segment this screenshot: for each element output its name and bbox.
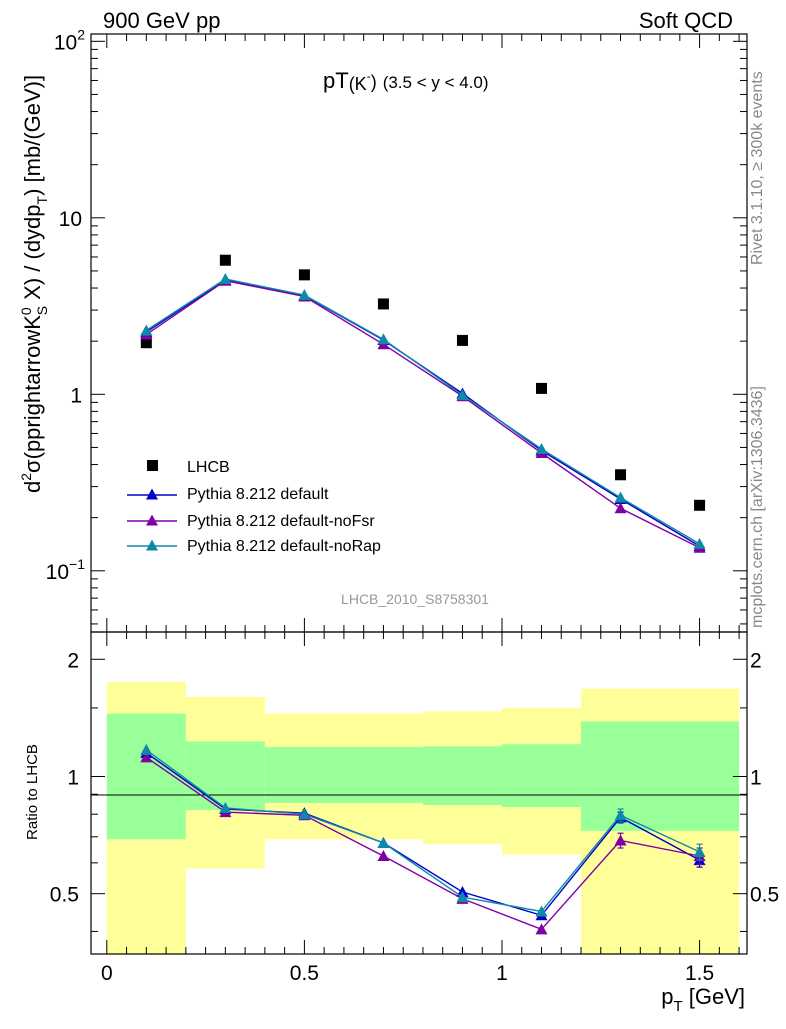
ratio-point-noRap <box>614 809 627 821</box>
analysis-watermark: LHCB_2010_S8758301 <box>341 591 489 607</box>
main-y-tick-label: 10 <box>59 208 82 231</box>
ratio-y-tick-label-right: 0.5 <box>750 884 779 907</box>
header-right: Soft QCD <box>639 8 733 33</box>
data-point-data <box>456 334 468 346</box>
ratio-y-tick-label-right: 2 <box>750 649 762 672</box>
ratio-point-noRap <box>456 891 469 903</box>
ratio-band-inner <box>581 721 740 831</box>
main-axes: 102 10 1 10−1 <box>46 26 747 632</box>
ratio-y-axis-label: Ratio to LHCB <box>24 744 41 840</box>
mc-point-noRap <box>219 273 232 285</box>
legend-marker-norap <box>146 539 158 551</box>
data-point-data <box>140 337 152 349</box>
data-point-data <box>694 499 706 511</box>
mc-point-noRap <box>140 324 153 336</box>
ratio-band-inner <box>106 713 186 840</box>
ratio-band-inner <box>185 741 265 811</box>
ratio-point-noFsr <box>535 923 548 935</box>
mc-point-noRap <box>377 333 390 345</box>
x-tick-label: 0.5 <box>290 962 319 985</box>
series-line-noFsr <box>145 279 700 549</box>
mc-point-noFsr <box>614 502 627 514</box>
main-y-tick-label: 102 <box>54 26 85 54</box>
legend-label-nofsr: Pythia 8.212 default-noFsr <box>187 513 375 530</box>
legend-label-norap: Pythia 8.212 default-noRap <box>187 538 381 555</box>
mc-point-noRap <box>298 289 311 301</box>
mc-point-noRap <box>693 537 706 549</box>
data-point-data <box>536 382 548 394</box>
mc-point-noRap <box>535 442 548 454</box>
x-tick-label: 1.5 <box>685 962 714 985</box>
legend-marker-lhcb <box>147 460 158 471</box>
ratio-data-layer <box>140 743 706 935</box>
ratio-line-noRap <box>145 749 700 913</box>
data-point-data <box>298 269 310 281</box>
ratio-point-noFsr <box>140 751 153 763</box>
x-tick-label: 0 <box>101 962 113 985</box>
ratio-y-tick-label-right: 1 <box>750 766 762 789</box>
header-left: 900 GeV pp <box>103 8 220 33</box>
ratio-axes: 2 2 1 1 0.5 0.5 0 0.5 1 1.5 <box>50 632 779 985</box>
ratio-uncertainty-bands <box>106 681 740 954</box>
ratio-point-noRap <box>219 801 232 813</box>
main-y-axis-label: d2σ(pprightarrowK0S X) / (dydpT) [mb/(Ge… <box>18 75 50 493</box>
legend-label-lhcb: LHCB <box>187 459 230 476</box>
main-panel: 102 10 1 10−1 pT(K-) (3.5 < y < 4.0) LHCB_20… <box>18 26 748 633</box>
mcplots-label: mcplots.cern.ch [arXiv:1306.3436] <box>749 386 766 628</box>
legend-label-default: Pythia 8.212 default <box>187 486 329 503</box>
ratio-y-tick-label-left: 0.5 <box>50 884 79 907</box>
main-y-tick-label: 1 <box>70 384 82 407</box>
ratio-frame <box>90 631 748 955</box>
main-data-layer <box>140 254 706 553</box>
plot-title: pT(K-) (3.5 < y < 4.0) <box>323 68 489 94</box>
ratio-band-inner <box>264 747 423 803</box>
ratio-point-noRap <box>140 743 153 755</box>
ratio-y-tick-label-left: 1 <box>67 766 79 789</box>
ratio-point-noRap <box>377 836 390 848</box>
ratio-point-noRap <box>535 905 548 917</box>
ratio-point-noRap <box>693 845 706 857</box>
data-point-data <box>219 254 231 266</box>
legend-marker-default <box>146 488 158 500</box>
ratio-point-noFsr <box>377 849 390 861</box>
x-tick-label: 1 <box>496 962 508 985</box>
data-point-data <box>377 298 389 310</box>
ratio-panel: 2 2 1 1 0.5 0.5 0 0.5 1 1.5 Ratio to LHCB pT [GeV… <box>24 631 779 1015</box>
ratio-line-noFsr <box>145 756 700 931</box>
rivet-version-label: Rivet 3.1.10, ≥ 300k events <box>749 71 766 265</box>
ratio-point-noRap <box>298 808 311 820</box>
x-axis-label: pT [GeV] <box>661 984 745 1015</box>
legend: LHCB Pythia 8.212 default Pythia 8.212 d… <box>127 459 381 555</box>
ratio-band-inner <box>501 744 582 807</box>
ratio-point-noFsr <box>614 834 627 846</box>
ratio-y-tick-label-left: 2 <box>67 649 79 672</box>
legend-marker-nofsr <box>146 514 158 526</box>
data-point-data <box>615 469 627 481</box>
ratio-band-inner <box>422 746 502 805</box>
mc-point-noRap <box>614 491 627 503</box>
main-y-tick-label: 10−1 <box>46 556 86 584</box>
series-line-noRap <box>145 278 700 545</box>
mc-point-noRap <box>456 389 469 401</box>
